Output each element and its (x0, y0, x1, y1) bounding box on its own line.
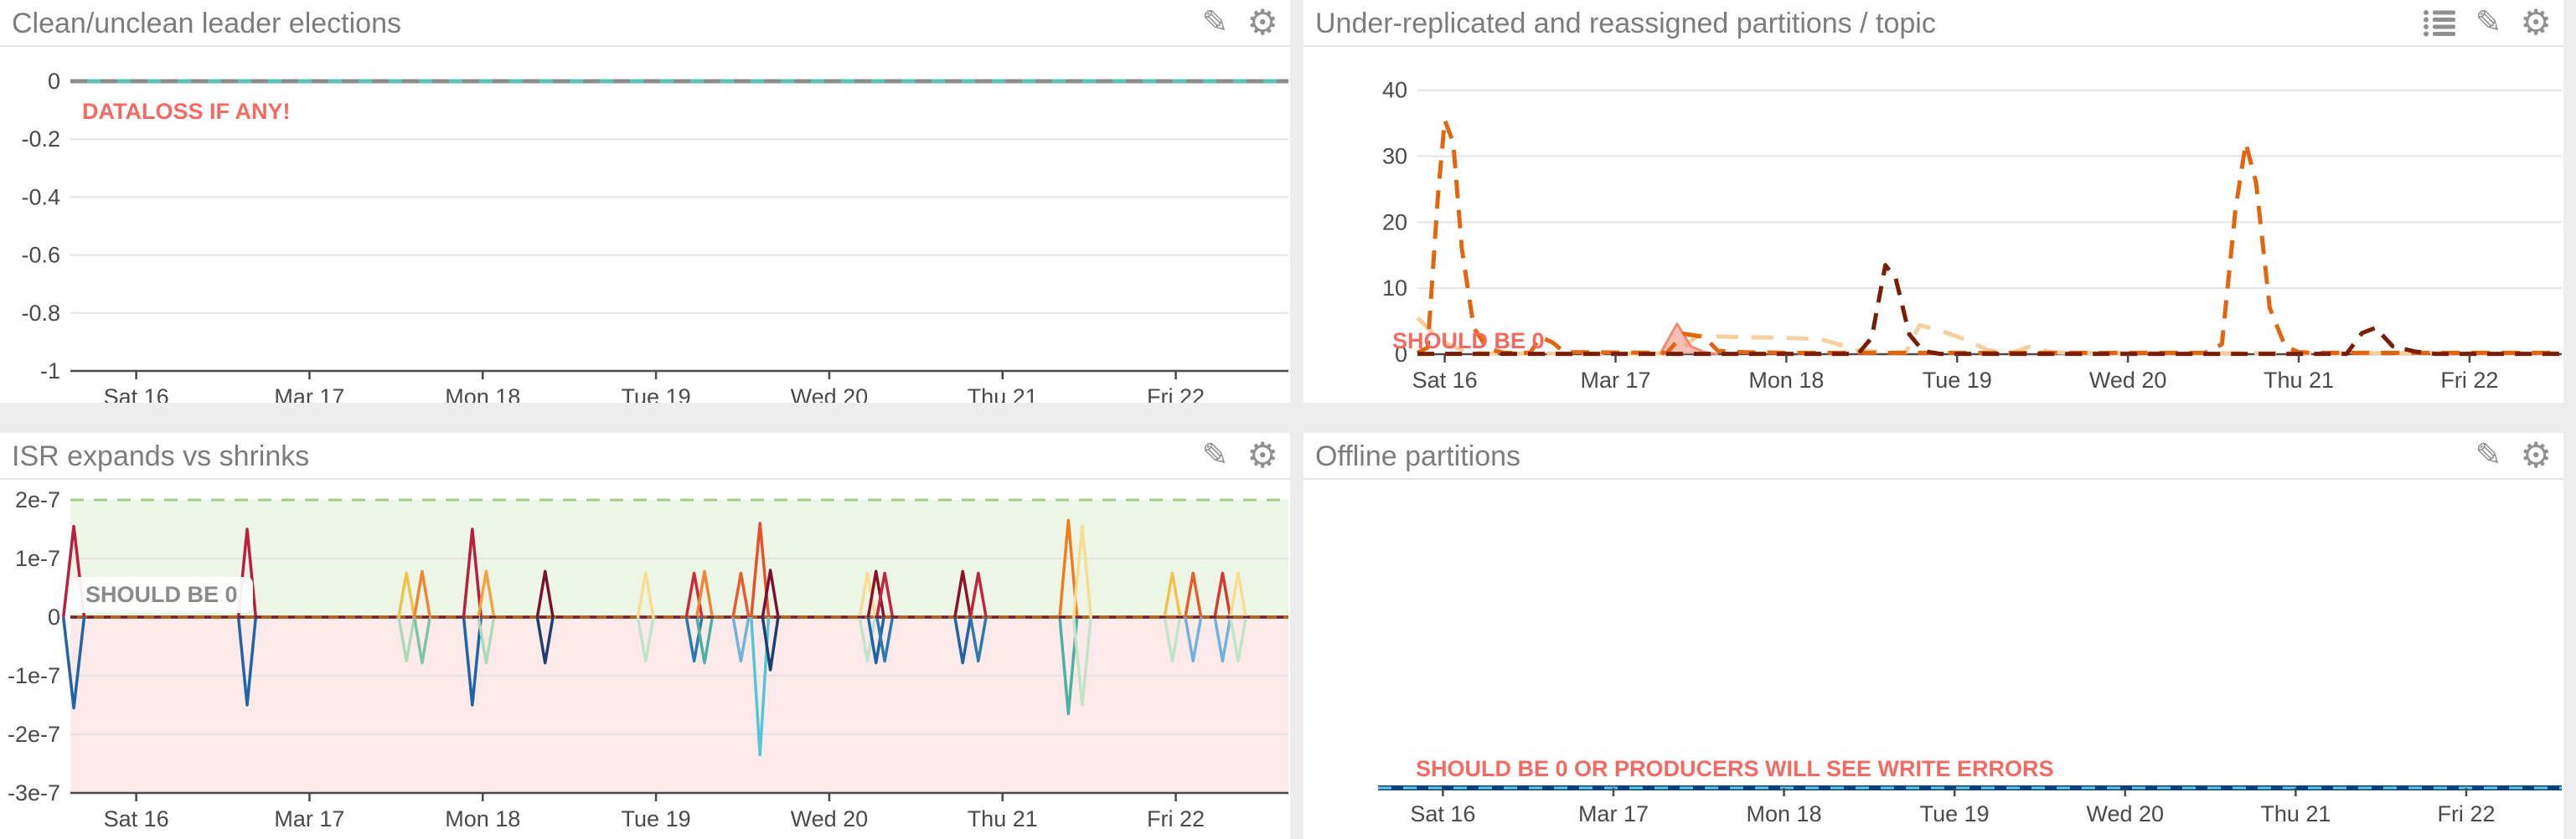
svg-text:Mon 18: Mon 18 (1748, 368, 1824, 393)
svg-text:Mar 17: Mar 17 (274, 384, 344, 403)
svg-text:Tue 19: Tue 19 (622, 806, 691, 831)
svg-text:0: 0 (48, 605, 60, 630)
legend-icon[interactable] (2422, 8, 2457, 38)
svg-text:Mar 17: Mar 17 (1580, 368, 1650, 393)
svg-text:Wed 20: Wed 20 (2086, 801, 2164, 826)
svg-text:Thu 21: Thu 21 (2260, 801, 2331, 826)
svg-text:Thu 21: Thu 21 (968, 806, 1038, 831)
svg-text:Sat 16: Sat 16 (104, 384, 169, 403)
svg-text:0: 0 (48, 69, 60, 94)
offline-partitions-chart[interactable]: Sat 16 Mar 17 Mon 18 Tue 19 Wed 20 Thu 21 Fri … (1303, 433, 2563, 839)
svg-text:Mar 17: Mar 17 (1578, 801, 1649, 826)
panel-leader-elections: Clean/unclean leader elections ✎ ⚙ Sat 1… (0, 0, 1290, 409)
annotation-write-errors: SHOULD BE 0 OR PRODUCERS WILL SEE WRITE … (1416, 756, 2054, 781)
svg-text:1e-7: 1e-7 (15, 546, 60, 571)
gear-icon[interactable]: ⚙ (1247, 3, 1278, 42)
svg-text:-1e-7: -1e-7 (8, 663, 60, 688)
svg-text:Tue 19: Tue 19 (1920, 801, 1990, 826)
svg-text:-2e-7: -2e-7 (8, 722, 60, 747)
svg-text:2e-7: 2e-7 (15, 487, 60, 512)
svg-text:Sat 16: Sat 16 (1410, 801, 1475, 826)
svg-text:Thu 21: Thu 21 (2264, 368, 2334, 393)
svg-text:-1: -1 (40, 358, 60, 383)
svg-text:Wed 20: Wed 20 (791, 806, 869, 831)
isr-chart[interactable]: Sat 16 Mar 17 Mon 18 Tue 19 Wed 20 Thu 21 Fri … (0, 433, 1290, 839)
svg-text:-0.8: -0.8 (21, 301, 60, 326)
leader-elections-chart[interactable]: Sat 16 Mar 17 Mon 18 Tue 19 Wed 20 Thu 21 Fri … (0, 0, 1290, 409)
annotation-dataloss: DATALOSS IF ANY! (82, 99, 291, 124)
svg-text:40: 40 (1382, 78, 1407, 103)
panel-header: Clean/unclean leader elections ✎ ⚙ (0, 0, 1290, 47)
svg-text:-0.2: -0.2 (21, 126, 60, 152)
svg-text:Wed 20: Wed 20 (791, 384, 869, 403)
svg-text:Wed 20: Wed 20 (2089, 368, 2167, 393)
panel-header: Offline partitions ✎ ⚙ (1303, 433, 2563, 480)
svg-text:Mon 18: Mon 18 (445, 806, 520, 831)
gear-icon[interactable]: ⚙ (2520, 3, 2552, 42)
panel-header: ISR expands vs shrinks ✎ ⚙ (0, 433, 1290, 480)
svg-text:-3e-7: -3e-7 (8, 780, 60, 806)
svg-text:0: 0 (1395, 342, 1407, 367)
svg-text:-0.4: -0.4 (21, 184, 60, 209)
panel-actions: ✎ ⚙ (2457, 433, 2553, 478)
svg-text:Mar 17: Mar 17 (274, 806, 344, 831)
panel-offline-partitions: Offline partitions ✎ ⚙ Sat 16 Mar 17 Mon 1… (1303, 433, 2563, 839)
edit-icon[interactable]: ✎ (2475, 438, 2502, 473)
svg-text:Mon 18: Mon 18 (1747, 801, 1822, 826)
edit-icon[interactable]: ✎ (1201, 438, 1229, 473)
under-replicated-chart[interactable]: Sat 16 Mar 17 Mon 18 Tue 19 Wed 20 Thu 21 Fri … (1303, 0, 2563, 407)
svg-text:Tue 19: Tue 19 (622, 384, 691, 403)
svg-text:Fri 22: Fri 22 (1147, 806, 1205, 831)
panel-actions: ✎ ⚙ (1184, 433, 1279, 478)
svg-text:Tue 19: Tue 19 (1923, 368, 1992, 393)
svg-text:Sat 16: Sat 16 (104, 806, 169, 831)
panel-actions: ✎ ⚙ (2403, 0, 2552, 45)
panel-title[interactable]: Offline partitions (1315, 440, 1521, 472)
svg-text:20: 20 (1382, 209, 1407, 234)
panel-actions: ✎ ⚙ (1184, 0, 1279, 45)
svg-text:Fri 22: Fri 22 (2440, 368, 2498, 393)
svg-text:-0.6: -0.6 (21, 243, 60, 268)
panel-title[interactable]: Under-replicated and reassigned partitio… (1315, 8, 1936, 39)
gear-icon[interactable]: ⚙ (2520, 435, 2552, 475)
svg-text:Sat 16: Sat 16 (1412, 368, 1478, 393)
panel-header: Under-replicated and reassigned partitio… (1303, 0, 2563, 47)
svg-text:Mon 18: Mon 18 (445, 384, 520, 403)
gear-icon[interactable]: ⚙ (1247, 435, 1278, 475)
panel-isr: ISR expands vs shrinks ✎ ⚙ Sat 16 Mar 17 M… (0, 433, 1290, 839)
annotation-should-be-0: SHOULD BE 0 (1392, 328, 1545, 353)
svg-text:30: 30 (1382, 144, 1407, 169)
svg-text:Thu 21: Thu 21 (968, 384, 1038, 403)
panel-title[interactable]: ISR expands vs shrinks (12, 440, 310, 472)
panel-under-replicated: Under-replicated and reassigned partitio… (1303, 0, 2563, 403)
panel-title[interactable]: Clean/unclean leader elections (12, 8, 401, 39)
svg-text:Fri 22: Fri 22 (2437, 801, 2495, 826)
edit-icon[interactable]: ✎ (1201, 5, 1229, 40)
annotation-should-be-0: SHOULD BE 0 (70, 577, 253, 613)
svg-text:10: 10 (1382, 275, 1407, 301)
svg-text:Fri 22: Fri 22 (1147, 384, 1205, 403)
edit-icon[interactable]: ✎ (2475, 5, 2502, 40)
